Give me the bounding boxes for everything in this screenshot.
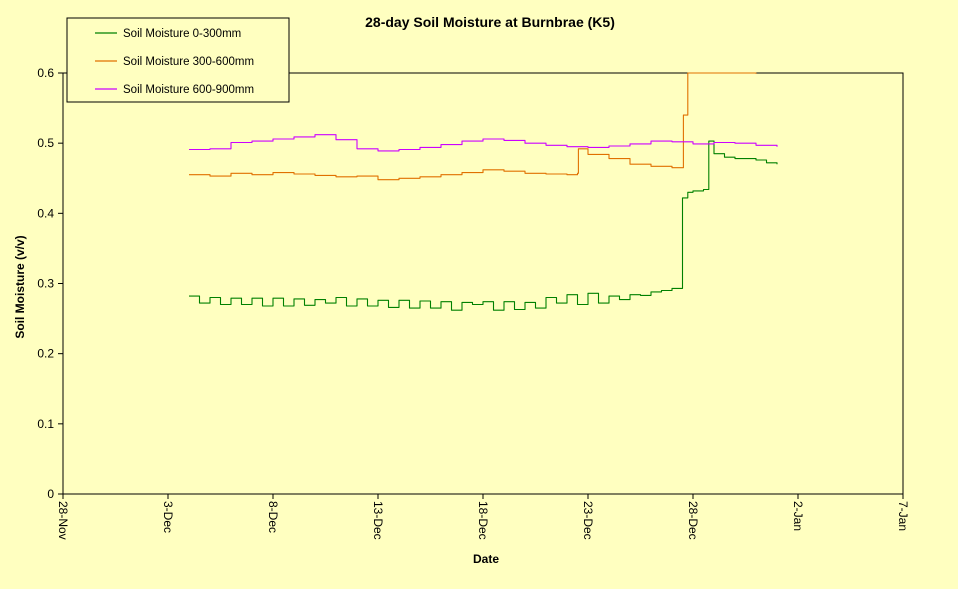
x-tick-label: 28-Nov xyxy=(56,501,70,540)
chart-title: 28-day Soil Moisture at Burnbrae (K5) xyxy=(365,14,615,30)
x-tick-label: 18-Dec xyxy=(476,501,490,540)
x-tick-label: 23-Dec xyxy=(581,501,595,540)
y-tick-label: 0.5 xyxy=(37,136,54,150)
legend-label-1: Soil Moisture 0-300mm xyxy=(123,28,241,40)
legend: Soil Moisture 0-300mm Soil Moisture 300-6… xyxy=(66,17,290,103)
x-tick-label: 7-Jan xyxy=(896,501,910,531)
y-tick-label: 0.3 xyxy=(37,277,54,291)
series-line-3 xyxy=(189,134,778,152)
y-tick-label: 0.2 xyxy=(37,347,54,361)
y-tick-label: 0 xyxy=(47,487,54,501)
series-layer xyxy=(189,72,778,311)
axes: 0 0.1 0.2 0.3 0.4 0.5 0.6 28-Nov 3-Dec 8-Dec 13-De… xyxy=(37,66,910,540)
y-tick-label: 0.1 xyxy=(37,417,54,431)
legend-label-2: Soil Moisture 300-600mm xyxy=(123,56,254,68)
legend-box xyxy=(66,17,290,103)
x-tick-label: 28-Dec xyxy=(686,501,700,540)
legend-label-3: Soil Moisture 600-900mm xyxy=(123,84,254,96)
plot-area xyxy=(62,72,904,495)
x-tick-label: 8-Dec xyxy=(266,501,280,533)
series-line-1 xyxy=(189,140,778,311)
x-tick-label: 3-Dec xyxy=(161,501,175,533)
x-tick-label: 2-Jan xyxy=(791,501,805,531)
y-axis-title: Soil Moisture (v/v) xyxy=(13,235,27,338)
x-axis-title: Date xyxy=(473,552,499,566)
y-tick-label: 0.6 xyxy=(37,66,54,80)
y-tick-label: 0.4 xyxy=(37,206,54,220)
series-line-2 xyxy=(189,72,757,181)
x-tick-label: 13-Dec xyxy=(371,501,385,540)
